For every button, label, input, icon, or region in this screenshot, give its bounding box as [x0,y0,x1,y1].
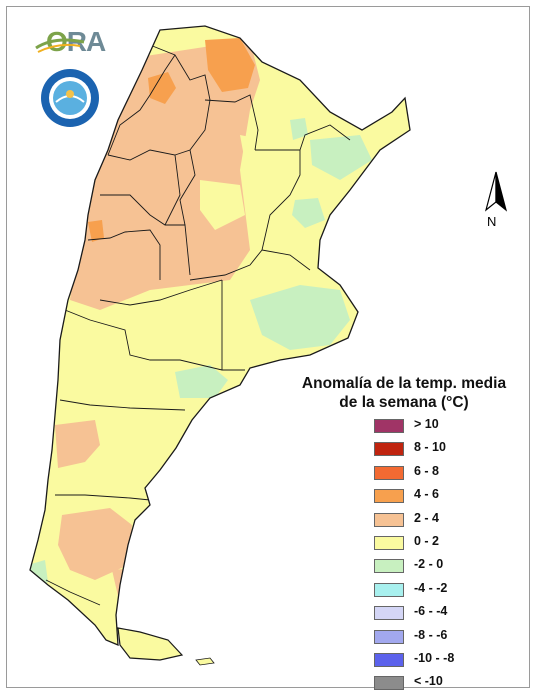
legend-swatch [374,629,404,644]
legend-item: -8 - -6 [370,628,520,651]
legend-label: 2 - 4 [414,510,440,525]
ora-swoosh-icon [35,38,85,53]
legend-label: 0 - 2 [414,533,440,548]
legend-item: -6 - -4 [370,604,520,627]
legend-item: -2 - 0 [370,557,520,580]
legend-label: -6 - -4 [414,604,448,619]
legend-label: -8 - -6 [414,627,448,642]
legend-item: 0 - 2 [370,534,520,557]
legend-item: -4 - -2 [370,581,520,604]
smn-seal-icon [41,69,99,127]
legend-swatch [374,535,404,550]
legend-title-line2: de la semana (°C) [339,394,469,411]
legend-swatch [374,652,404,667]
legend-item: -10 - -8 [370,651,520,674]
legend: > 10 8 - 10 6 - 8 4 - 6 2 - 4 0 - 2 -2 - 0 -4 -… [370,417,520,698]
legend-swatch [374,676,404,691]
north-label: N [487,214,497,229]
legend-swatch [374,465,404,480]
legend-label: > 10 [414,417,439,431]
legend-swatch [374,582,404,597]
legend-swatch [374,559,404,574]
legend-label: -10 - -8 [414,650,455,665]
legend-label: 6 - 8 [414,463,440,478]
legend-item: 4 - 6 [370,487,520,510]
north-arrow-icon [484,171,508,212]
legend-label: < -10 [414,674,443,689]
legend-item: 2 - 4 [370,511,520,534]
legend-item: 8 - 10 [370,440,520,463]
legend-swatch [374,419,404,433]
legend-item: > 10 [370,417,520,440]
legend-label: 4 - 6 [414,487,440,502]
legend-item: 6 - 8 [370,464,520,487]
legend-swatch [374,489,404,504]
legend-label: 8 - 10 [414,440,446,455]
legend-title-line1: Anomalía de la temp. media [301,375,507,392]
legend-swatch [374,512,404,527]
legend-item: < -10 [370,674,520,697]
legend-label: -4 - -2 [414,580,448,595]
legend-swatch [374,606,404,621]
legend-swatch [374,442,404,457]
legend-label: -2 - 0 [414,557,444,572]
legend-title: Anomalía de la temp. media de la semana … [284,374,524,412]
